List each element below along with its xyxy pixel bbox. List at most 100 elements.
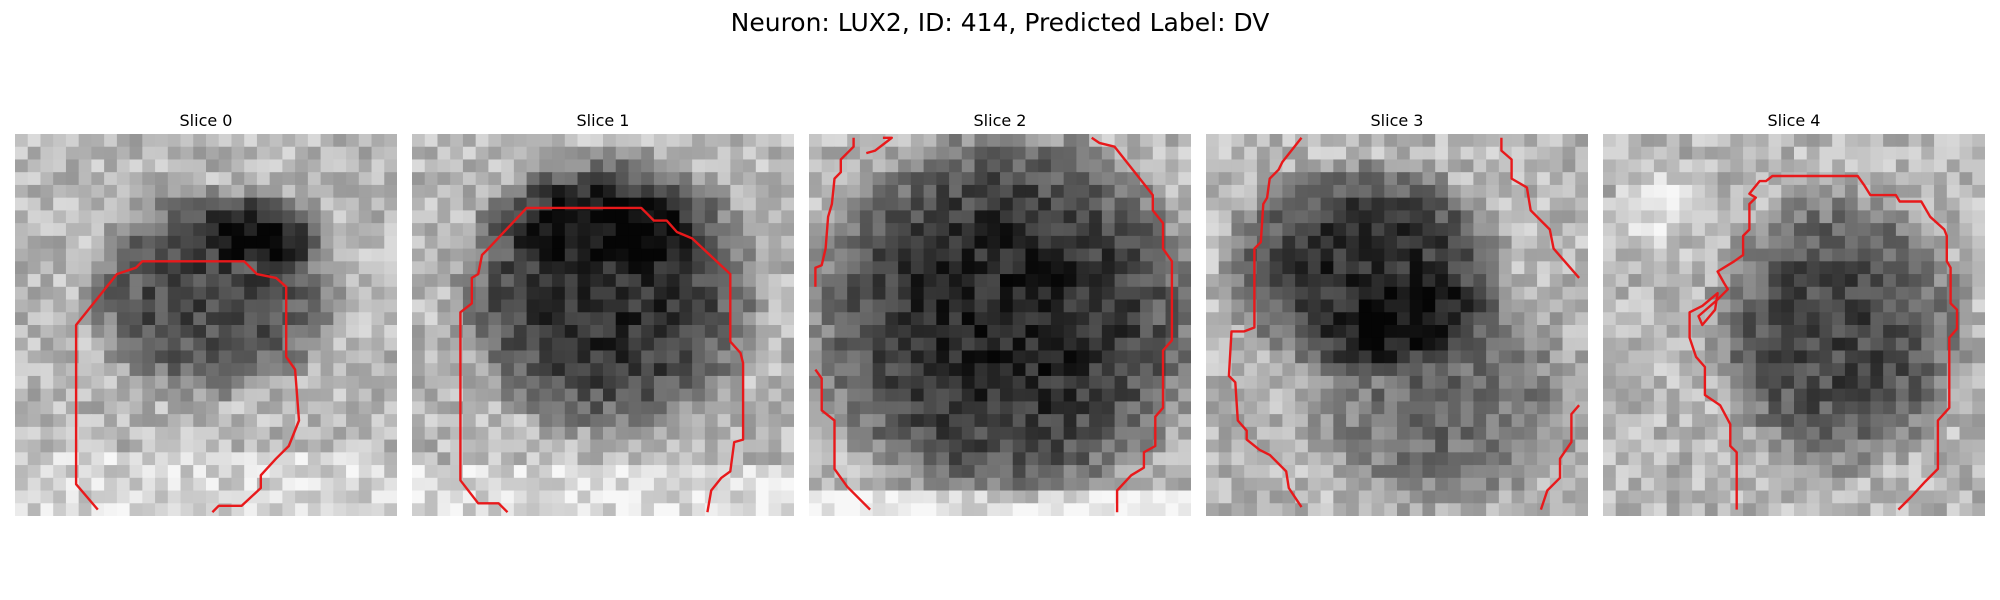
image-pixel [116,146,131,161]
image-pixel [1628,375,1642,390]
image-pixel [974,261,988,275]
image-pixel [1511,184,1525,199]
image-pixel [526,159,540,173]
image-pixel [1921,184,1935,199]
slice-title: Slice 3 [1370,111,1424,130]
image-pixel [1218,401,1233,415]
image-pixel [859,337,874,352]
image-pixel [692,325,706,339]
image-pixel [333,452,347,466]
image-pixel [949,299,963,313]
image-pixel [1768,261,1782,275]
image-pixel [1832,439,1846,453]
image-pixel [1883,452,1897,466]
image-pixel [1806,503,1821,516]
image-pixel [269,401,283,415]
image-pixel [1537,426,1551,441]
image-pixel [1883,439,1897,453]
image-pixel [78,350,92,364]
image-pixel [1755,223,1770,237]
image-pixel [282,414,296,428]
image-pixel [923,401,937,415]
image-pixel [1768,375,1782,390]
image-pixel [193,452,207,466]
contour-line [814,137,855,287]
image-pixel [91,477,105,492]
image-pixel [269,350,283,364]
image-pixel [1269,146,1283,161]
image-pixel [1934,223,1948,237]
image-pixel [1549,134,1564,148]
image-pixel [781,363,794,377]
image-pixel [1320,388,1334,402]
image-pixel [27,375,42,390]
image-pixel [142,159,156,173]
image-pixel [781,197,794,211]
image-pixel [730,184,744,199]
image-pixel [885,426,899,441]
image-pixel [1972,350,1985,364]
image-pixel [1537,465,1551,479]
image-pixel [384,325,397,339]
image-pixel [346,197,360,211]
image-pixel [1231,223,1245,237]
image-pixel [1844,477,1859,492]
image-pixel [1666,401,1680,415]
image-pixel [1435,401,1449,415]
image-pixel [1012,134,1027,148]
image-pixel [1244,210,1258,224]
image-pixel [384,490,397,504]
image-pixel [437,299,451,313]
image-pixel [755,452,770,466]
image-pixel [755,184,770,199]
image-pixel [78,465,92,479]
image-pixel [206,274,220,288]
image-pixel [27,274,42,288]
image-pixel [1972,134,1985,148]
image-pixel [590,490,604,504]
image-pixel [974,388,988,402]
image-pixel [743,414,757,428]
image-pixel [1972,337,1985,352]
image-pixel [104,248,118,262]
image-pixel [78,312,92,326]
image-pixel [307,235,322,250]
image-pixel [1743,401,1757,415]
image-pixel [1320,146,1334,161]
image-pixel [603,375,617,390]
image-pixel [1704,146,1719,161]
image-pixel [821,235,836,250]
image-pixel [1883,401,1897,415]
image-pixel [1486,134,1500,148]
image-pixel [180,235,194,250]
image-pixel [641,350,655,364]
image-pixel [641,414,655,428]
image-pixel [462,134,477,148]
image-pixel [1269,375,1283,390]
image-pixel [1562,184,1576,199]
image-pixel [949,477,963,492]
image-pixel [1409,363,1424,377]
image-pixel [1422,503,1436,516]
image-pixel [1307,490,1322,504]
image-pixel [1819,363,1833,377]
image-pixel [1409,299,1424,313]
image-pixel [1422,439,1436,453]
image-pixel [142,134,156,148]
image-pixel [1562,197,1576,211]
image-pixel [1038,146,1052,161]
image-pixel [1575,490,1588,504]
image-pixel [692,401,706,415]
image-pixel [1000,172,1014,186]
image-pixel [936,401,950,415]
image-pixel [450,223,464,237]
image-pixel [974,248,988,262]
image-pixel [282,299,296,313]
image-pixel [1628,414,1642,428]
image-pixel [961,235,976,250]
image-pixel [412,452,426,466]
image-pixel [1333,439,1347,453]
image-pixel [1794,452,1808,466]
image-pixel [295,146,309,161]
image-pixel [1895,337,1910,352]
